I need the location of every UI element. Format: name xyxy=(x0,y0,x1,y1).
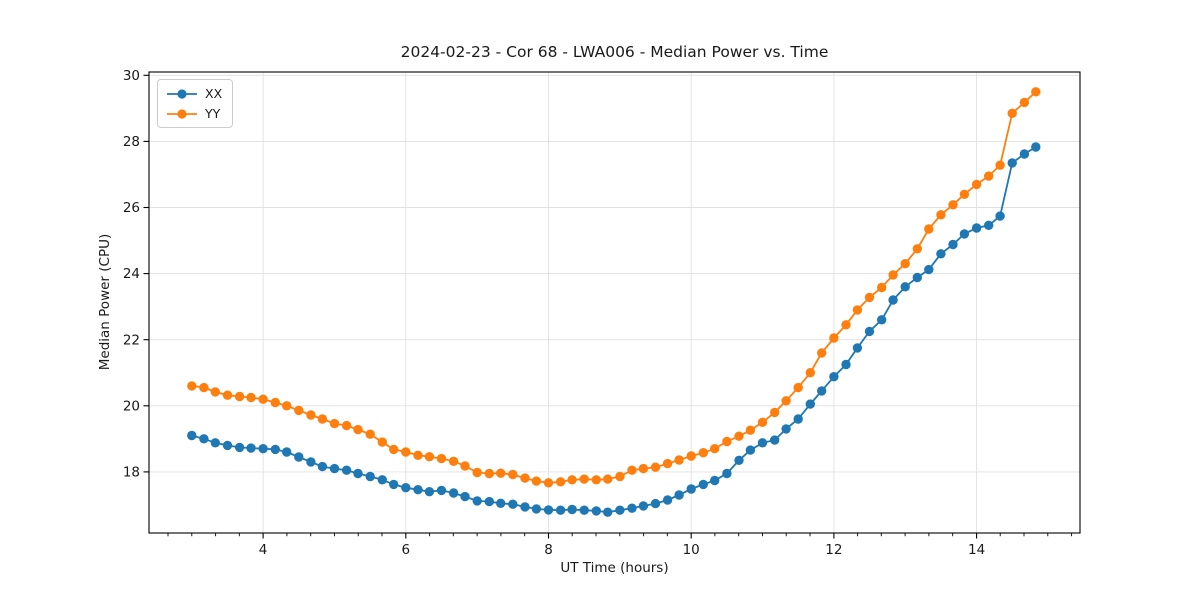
legend-item-xx: XX xyxy=(166,85,222,102)
svg-text:24: 24 xyxy=(123,266,140,282)
x-axis-label: UT Time (hours) xyxy=(560,560,669,576)
chart-title: 2024-02-23 - Cor 68 - LWA006 - Median Po… xyxy=(400,43,829,61)
svg-text:14: 14 xyxy=(968,542,985,558)
line-marker-icon xyxy=(167,108,197,119)
svg-text:26: 26 xyxy=(123,200,140,216)
legend-item-yy: YY xyxy=(166,105,222,122)
line-marker-icon xyxy=(167,88,197,99)
legend-label-xx: XX xyxy=(205,86,223,101)
y-axis-label: Median Power (CPU) xyxy=(97,233,113,371)
svg-text:12: 12 xyxy=(825,542,842,558)
svg-text:4: 4 xyxy=(259,542,268,558)
svg-text:20: 20 xyxy=(123,398,140,414)
legend: XX YY xyxy=(157,79,234,128)
svg-text:18: 18 xyxy=(123,465,140,481)
svg-text:8: 8 xyxy=(544,542,553,558)
svg-text:10: 10 xyxy=(683,542,700,558)
svg-text:30: 30 xyxy=(123,68,140,84)
svg-text:6: 6 xyxy=(402,542,411,558)
legend-label-yy: YY xyxy=(205,106,221,121)
svg-text:28: 28 xyxy=(123,134,140,150)
svg-text:22: 22 xyxy=(123,332,140,348)
